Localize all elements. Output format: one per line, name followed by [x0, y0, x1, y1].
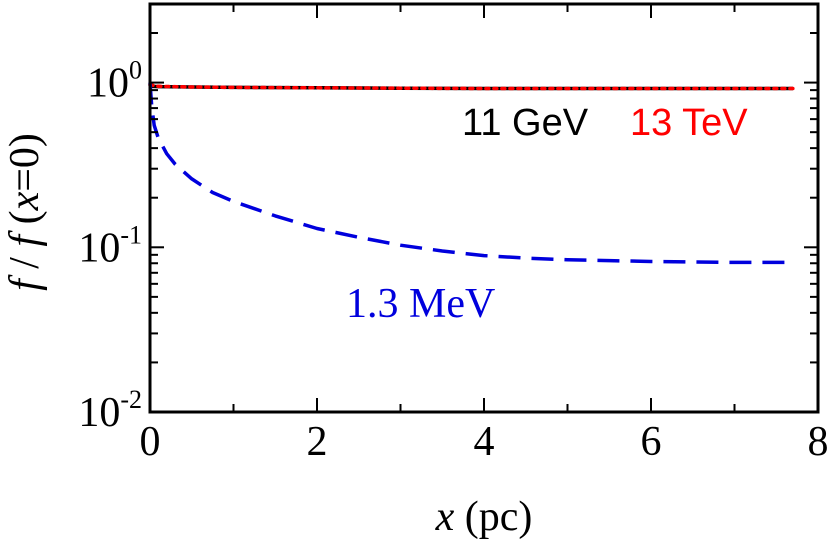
- y-axis-part-3: (: [2, 210, 48, 235]
- y-tick-label: 100: [87, 56, 142, 107]
- y-axis-part-5: =0): [2, 133, 48, 192]
- ticks-layer: 0 2 4 6 8 100 10-1 10-2: [78, 3, 829, 465]
- series-label-1-3-mev: 1.3 MeV: [346, 281, 495, 327]
- series-label-13-tev: 13 TeV: [630, 102, 748, 144]
- series-layer: [148, 82, 795, 265]
- y-axis-part-1: /: [2, 247, 48, 280]
- y-tick-label: 10-2: [78, 385, 142, 436]
- y-tick-label: 10-1: [78, 220, 142, 271]
- x-tick-label: 8: [808, 419, 829, 465]
- x-tick-label: 2: [307, 419, 328, 465]
- y-axis-title: f / f (x=0): [2, 133, 48, 291]
- series-line-13-tev: [148, 83, 795, 91]
- x-axis-title: x (pc): [435, 494, 533, 539]
- series-line-1-3-mev: [148, 82, 793, 265]
- y-axis-part-4: x: [2, 191, 48, 211]
- x-tick-label: 6: [641, 419, 662, 465]
- x-axis-unit: (pc): [454, 494, 532, 539]
- x-tick-label: 0: [140, 419, 161, 465]
- x-axis-variable: x: [435, 494, 455, 539]
- x-tick-label: 4: [474, 419, 495, 465]
- series-label-11-gev: 11 GeV: [462, 102, 589, 144]
